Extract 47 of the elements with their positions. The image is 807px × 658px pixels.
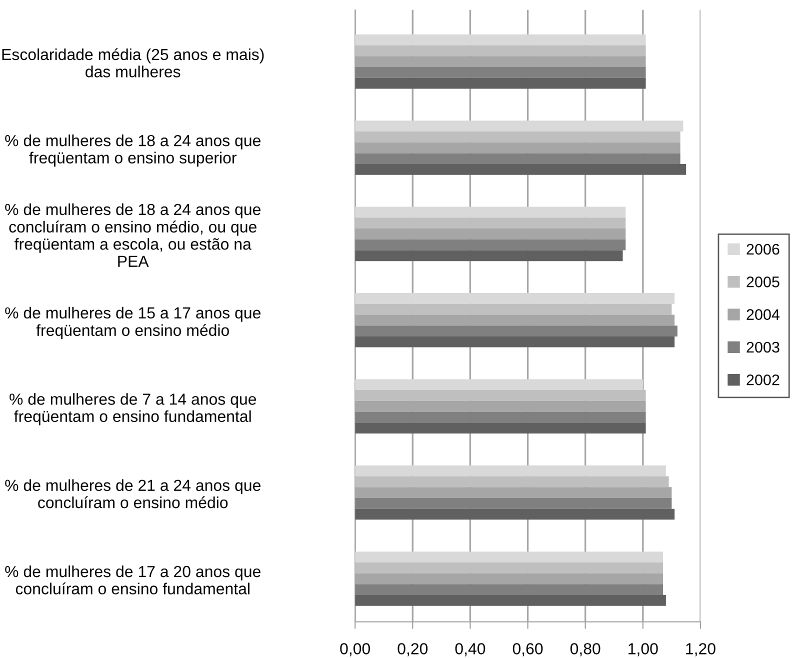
legend-label: 2005 xyxy=(746,276,780,288)
bar xyxy=(355,595,666,606)
bar xyxy=(355,153,680,164)
bar xyxy=(355,465,666,476)
bar xyxy=(355,390,646,401)
bar xyxy=(355,78,646,89)
bar xyxy=(355,206,626,218)
x-tick-label: 0,80 xyxy=(570,643,600,656)
bar xyxy=(355,498,672,509)
x-tick-label: 0,40 xyxy=(455,643,486,656)
x-tick-label: 0,00 xyxy=(340,643,370,656)
bar xyxy=(355,131,680,142)
legend-label: 2003 xyxy=(746,342,780,353)
x-tick-label: 1,20 xyxy=(686,643,716,656)
bar xyxy=(355,218,626,229)
y-tick-label: % de mulheres de 21 a 24 anos que concluíram o ensino médio xyxy=(5,479,260,508)
y-tick-label: % de mulheres de 7 a 14 anos que freqüentam o ensino fundamental xyxy=(10,393,256,426)
bar xyxy=(355,67,646,78)
y-tick-label: % de mulheres de 17 a 20 anos que concluíram o ensino fundamental xyxy=(5,565,260,594)
bar xyxy=(355,45,646,56)
bar xyxy=(355,584,664,596)
bar xyxy=(355,250,623,262)
bar xyxy=(355,164,686,175)
bar xyxy=(355,552,664,562)
y-tick-label: % de mulheres de 18 a 24 anos que freqüentam o ensino superior xyxy=(5,134,260,167)
bar xyxy=(355,562,664,574)
y-tick-label: % de mulheres de 18 a 24 anos que concluíram o ensino médio, ou que freqüentam a escola, ou estão na PEA xyxy=(5,203,260,267)
legend-label: 2004 xyxy=(746,309,780,320)
legend-label: 2002 xyxy=(746,374,780,386)
bar xyxy=(355,412,646,423)
bar xyxy=(355,476,669,488)
x-tick-label: 0,60 xyxy=(512,643,543,656)
bar xyxy=(355,326,678,336)
bar xyxy=(355,422,646,434)
bar xyxy=(355,120,684,132)
bar xyxy=(355,34,646,46)
bar xyxy=(355,239,626,250)
y-tick-label: % de mulheres de 15 a 17 anos que freqüentam o ensino médio xyxy=(5,306,260,340)
y-tick-label: Escolaridade média (25 anos e mais) das mulheres xyxy=(2,48,264,78)
bar xyxy=(355,336,675,348)
bar xyxy=(355,379,643,390)
x-tick-label: 1,00 xyxy=(628,643,658,656)
legend-label: 2006 xyxy=(746,244,780,255)
x-tick-label: 0,20 xyxy=(398,643,428,656)
bar xyxy=(355,304,672,315)
bar xyxy=(355,293,675,304)
bar xyxy=(355,508,675,520)
